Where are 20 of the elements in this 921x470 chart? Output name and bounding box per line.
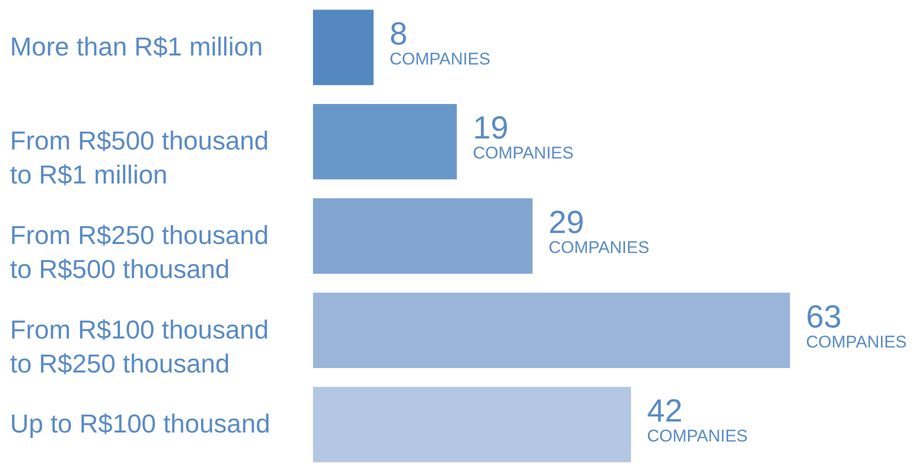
data-label: 29 — [548, 204, 584, 240]
annotation: COMPANIES — [647, 426, 748, 446]
bar — [313, 10, 374, 86]
text: COMPANIES — [806, 332, 907, 352]
y-tick-label: From R$250 thousand to R$500 thousand — [10, 220, 269, 284]
y-tick-label: More than R$1 million — [10, 31, 263, 62]
data-label: 19 — [472, 110, 508, 146]
annotation: COMPANIES — [390, 49, 490, 68]
bar — [313, 292, 790, 368]
bar — [313, 104, 457, 180]
annotation: COMPANIES — [472, 144, 574, 163]
data-label: 42 — [647, 392, 683, 429]
data-label: 63 — [806, 298, 842, 334]
bar — [313, 386, 631, 462]
data-label: 8 — [390, 15, 408, 52]
bar — [313, 198, 533, 274]
y-tick-label: Up to R$100 thousand — [10, 408, 270, 439]
annotation: COMPANIES — [548, 238, 650, 257]
y-tick-label: From R$500 thousand to R$1 million — [10, 126, 269, 190]
y-tick-label: From R$100 thousand to R$250 thousand — [10, 314, 269, 378]
